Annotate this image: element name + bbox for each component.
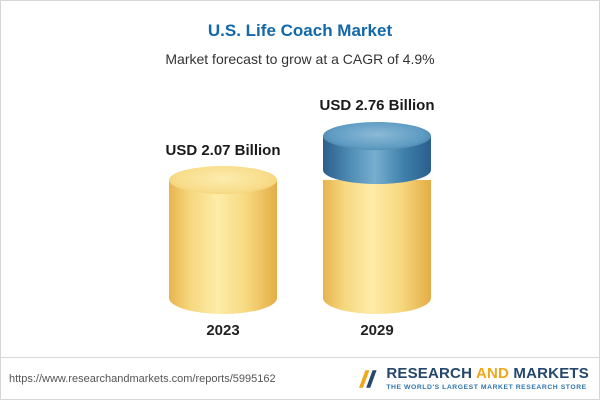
logo-tagline: THE WORLD'S LARGEST MARKET RESEARCH STOR…	[386, 383, 587, 391]
bar-2029-base-segment	[323, 180, 431, 314]
bar-2029-growth-segment	[323, 122, 431, 184]
bar-2023-cylinder	[169, 166, 277, 314]
logo-word-markets: MARKETS	[513, 365, 589, 383]
x-axis-label-2029: 2029	[360, 322, 394, 339]
footer: https://www.researchandmarkets.com/repor…	[1, 357, 599, 399]
x-axis-label-2023: 2023	[206, 322, 240, 339]
bar-2029-top-ellipse	[323, 122, 431, 150]
report-url-link[interactable]: https://www.researchandmarkets.com/repor…	[9, 372, 276, 385]
chart-title: U.S. Life Coach Market	[207, 21, 393, 40]
bar-2023-body	[169, 180, 277, 314]
bar-2029-cylinder	[323, 122, 431, 314]
logo-wordmark: RESEARCH AND MARKETS	[386, 366, 589, 382]
bar-2023-top-ellipse	[169, 166, 277, 194]
bar-value-label-2023: USD 2.07 Billion	[165, 142, 281, 159]
chart-subtitle: Market forecast to grow at a CAGR of 4.9…	[165, 51, 435, 67]
logo-text: RESEARCH AND MARKETS THE WORLD'S LARGEST…	[386, 366, 589, 391]
bar-value-label-2029: USD 2.76 Billion	[319, 97, 435, 114]
logo-word-research: RESEARCH	[386, 365, 473, 383]
logo-mark-icon	[359, 369, 377, 388]
researchandmarkets-logo[interactable]: RESEARCH AND MARKETS THE WORLD'S LARGEST…	[354, 366, 589, 391]
chart-area: U.S. Life Coach Market Market forecast t…	[1, 1, 599, 357]
logo-word-and: AND	[475, 365, 510, 383]
